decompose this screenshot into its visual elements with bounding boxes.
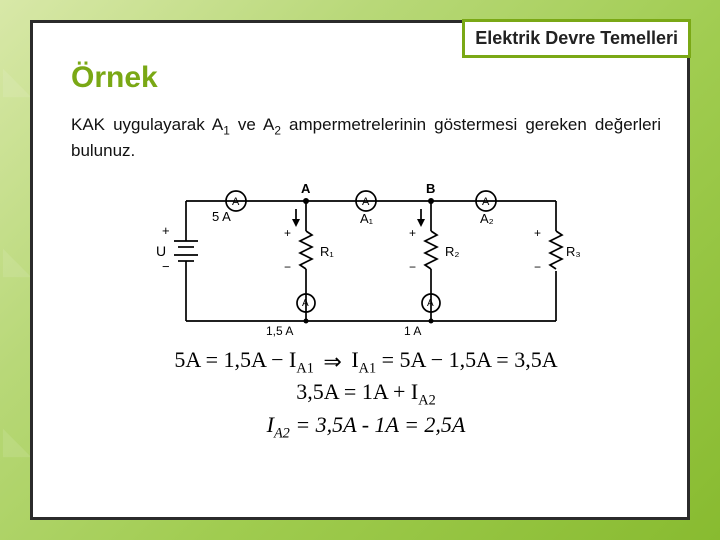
r1-plus: + [284,226,291,240]
current-5a: 5 A [212,209,231,224]
circuit-diagram: + − U A 5 A A A A₁ B A A₂ [146,171,586,341]
r2-minus: − [409,260,416,274]
prompt-text: KAK uygulayarak A [71,115,223,134]
ammeter-a1-label: A₁ [360,211,374,226]
node-a: A [301,181,311,196]
eq1-arrow: ⇒ [323,349,341,375]
equations-block: 5A = 1,5A − IA1 ⇒ IA1 = 5A − 1,5A = 3,5A… [106,347,626,442]
eq1-left: 5A = 1,5A − I [174,347,296,372]
current-1-5a: 1,5 A [266,324,293,338]
eq1-sub: A1 [296,360,313,376]
source-label: U [156,243,166,259]
ammeter-a1: A [362,196,370,208]
example-heading: Örnek [71,61,661,95]
eq3-b: = 3,5A - 1A = 2,5A [290,412,466,437]
eq2-a: 3,5A = 1A + I [296,379,418,404]
content-area: Örnek KAK uygulayarak A1 ve A2 ampermetr… [33,23,687,454]
header-title: Elektrik Devre Temelleri [475,28,678,48]
eq3-sub: A2 [274,425,290,441]
eq1-right-b: = 5A − 1,5A = 3,5A [376,347,557,372]
prompt-mid: ve A [230,115,275,134]
equation-1: 5A = 1,5A − IA1 ⇒ IA1 = 5A − 1,5A = 3,5A [106,347,626,377]
eq1-right-a: I [351,347,358,372]
equation-2: 3,5A = 1A + IA2 [106,379,626,409]
ammeter-bottom-right: A [427,298,434,309]
equation-3: IA2 = 3,5A - 1A = 2,5A [106,412,626,442]
plus-sign: + [162,223,170,238]
header-title-box: Elektrik Devre Temelleri [462,19,691,58]
eq1-right-sub: A1 [359,360,376,376]
resistor-r3: R₃ [566,244,581,259]
current-1a: 1 A [404,324,421,338]
minus-sign: − [162,259,170,274]
example-prompt: KAK uygulayarak A1 ve A2 ampermetrelerin… [71,113,661,163]
eq3-a: I [267,412,274,437]
ammeter-a2-label: A₂ [480,211,494,226]
r2-plus: + [409,226,416,240]
node-b: B [426,181,435,196]
ammeter-a2: A [482,196,490,208]
eq2-sub: A2 [418,393,435,409]
content-frame: Elektrik Devre Temelleri Örnek KAK uygul… [30,20,690,520]
ammeter-top-left: A [232,196,240,208]
r3-minus: − [534,260,541,274]
r3-plus: + [534,226,541,240]
resistor-r2: R₂ [445,244,459,259]
prompt-sub2: 2 [274,123,281,137]
resistor-r1: R₁ [320,244,334,259]
prompt-sub1: 1 [223,123,230,137]
r1-minus: − [284,260,291,274]
ammeter-bottom-left: A [302,298,309,309]
